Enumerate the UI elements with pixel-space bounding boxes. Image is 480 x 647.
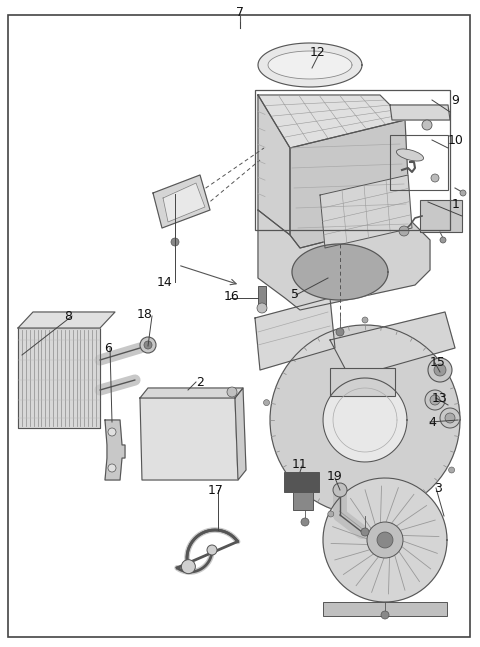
Polygon shape: [323, 378, 407, 462]
Polygon shape: [330, 312, 455, 378]
Polygon shape: [268, 51, 352, 79]
Circle shape: [328, 511, 334, 517]
Text: 1: 1: [452, 199, 460, 212]
Polygon shape: [18, 312, 115, 328]
Bar: [330, 368, 395, 396]
Bar: [284, 472, 319, 492]
Text: 15: 15: [430, 355, 446, 369]
Circle shape: [361, 528, 369, 536]
Text: 16: 16: [224, 289, 240, 303]
Circle shape: [425, 390, 445, 410]
Circle shape: [144, 341, 152, 349]
Polygon shape: [290, 120, 410, 248]
Bar: [293, 492, 313, 510]
Polygon shape: [163, 183, 205, 222]
Polygon shape: [105, 420, 125, 480]
Bar: [420, 200, 462, 232]
Circle shape: [333, 483, 347, 497]
Ellipse shape: [396, 149, 423, 161]
Circle shape: [207, 545, 217, 555]
Polygon shape: [390, 105, 450, 120]
Polygon shape: [153, 175, 210, 228]
Polygon shape: [292, 244, 388, 300]
Circle shape: [377, 532, 393, 548]
Bar: [323, 602, 447, 616]
Text: 8: 8: [64, 309, 72, 322]
Circle shape: [108, 428, 116, 436]
Polygon shape: [320, 175, 412, 248]
Circle shape: [445, 413, 455, 423]
Text: 13: 13: [432, 391, 448, 404]
Text: 18: 18: [137, 307, 153, 320]
Text: 3: 3: [434, 481, 442, 494]
Polygon shape: [140, 398, 238, 480]
Bar: [255, 90, 450, 230]
Circle shape: [381, 611, 389, 619]
Polygon shape: [255, 298, 335, 370]
Circle shape: [449, 467, 455, 473]
Polygon shape: [140, 388, 243, 398]
Circle shape: [362, 317, 368, 323]
Polygon shape: [258, 95, 290, 235]
Circle shape: [399, 226, 409, 236]
Circle shape: [257, 303, 267, 313]
Polygon shape: [323, 478, 447, 602]
Circle shape: [181, 560, 195, 574]
Circle shape: [108, 464, 116, 472]
Circle shape: [301, 518, 309, 526]
Polygon shape: [258, 210, 430, 310]
Text: 6: 6: [104, 342, 112, 355]
Text: 5: 5: [291, 287, 299, 300]
Text: 7: 7: [236, 6, 244, 19]
Circle shape: [434, 364, 446, 376]
Text: 2: 2: [196, 375, 204, 388]
Text: 10: 10: [448, 133, 464, 146]
Text: 4: 4: [428, 415, 436, 428]
Circle shape: [140, 337, 156, 353]
Polygon shape: [18, 328, 100, 428]
Circle shape: [367, 522, 403, 558]
Polygon shape: [258, 95, 405, 148]
Bar: [390, 135, 448, 190]
Circle shape: [227, 387, 237, 397]
Text: 9: 9: [451, 94, 459, 107]
Circle shape: [428, 358, 452, 382]
Text: 17: 17: [208, 483, 224, 496]
Circle shape: [460, 190, 466, 196]
Polygon shape: [258, 43, 362, 87]
Circle shape: [336, 328, 344, 336]
Circle shape: [430, 395, 440, 405]
Circle shape: [440, 237, 446, 243]
Text: 11: 11: [292, 459, 308, 472]
Text: 12: 12: [310, 45, 326, 58]
Text: 14: 14: [157, 276, 173, 289]
Circle shape: [431, 174, 439, 182]
Circle shape: [264, 400, 269, 406]
Circle shape: [422, 120, 432, 130]
Text: 19: 19: [327, 470, 343, 483]
Polygon shape: [270, 325, 460, 515]
Bar: [258, 286, 266, 310]
Polygon shape: [235, 388, 246, 480]
Circle shape: [440, 408, 460, 428]
Circle shape: [171, 238, 179, 246]
